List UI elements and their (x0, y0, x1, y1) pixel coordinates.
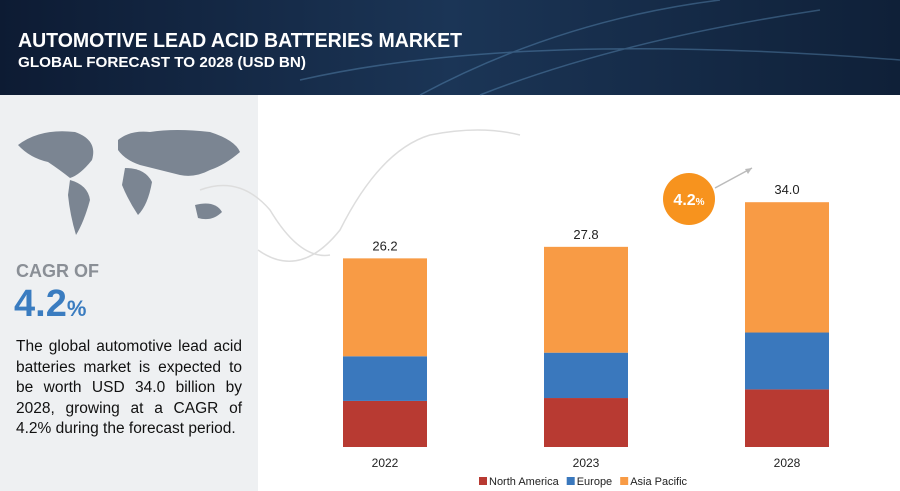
bar-segment (544, 352, 628, 399)
header-streaks (299, 0, 900, 96)
total-label: 27.8 (573, 227, 598, 242)
header-bg (0, 0, 900, 95)
x-tick-label: 2022 (372, 456, 399, 470)
legend-swatch (479, 477, 487, 485)
legend-label: North America (489, 476, 560, 488)
legend-swatch (566, 477, 575, 485)
cagr-badge (663, 173, 715, 225)
bar-segment (544, 398, 628, 447)
cagr-caption: CAGR OF (16, 261, 99, 281)
bar-segment (343, 258, 427, 357)
decor-curve (199, 184, 331, 257)
x-tick-label: 2023 (573, 456, 600, 470)
bar-segment (343, 400, 427, 447)
growth-arrow (714, 167, 753, 189)
total-label: 26.2 (372, 238, 397, 253)
legend-swatch (620, 477, 629, 485)
cagr-value: 4.2% (14, 283, 86, 325)
arrow-head (745, 168, 752, 174)
summary-text: The global automotive lead acid batterie… (16, 338, 242, 438)
cagr-unit: % (67, 296, 87, 321)
decor-curve (257, 129, 521, 262)
bar-segment (745, 202, 829, 333)
title: AUTOMOTIVE LEAD ACID BATTERIES MARKET (18, 30, 462, 52)
badge-text: 4.2% (673, 192, 704, 209)
bar-segment (745, 389, 829, 447)
x-tick-label: 2028 (774, 456, 801, 470)
bar-segment (343, 356, 427, 401)
badge-value: 4.2 (673, 192, 695, 209)
legend-label: Asia Pacific (630, 476, 687, 488)
badge-unit: % (696, 197, 705, 208)
cagr-number: 4.2 (14, 283, 67, 325)
world-map (18, 130, 240, 235)
bar-segment (544, 246, 628, 353)
legend-label: Europe (577, 476, 612, 488)
bar-segment (745, 332, 829, 390)
total-label: 34.0 (774, 182, 799, 197)
subtitle: GLOBAL FORECAST TO 2028 (USD BN) (18, 54, 306, 71)
